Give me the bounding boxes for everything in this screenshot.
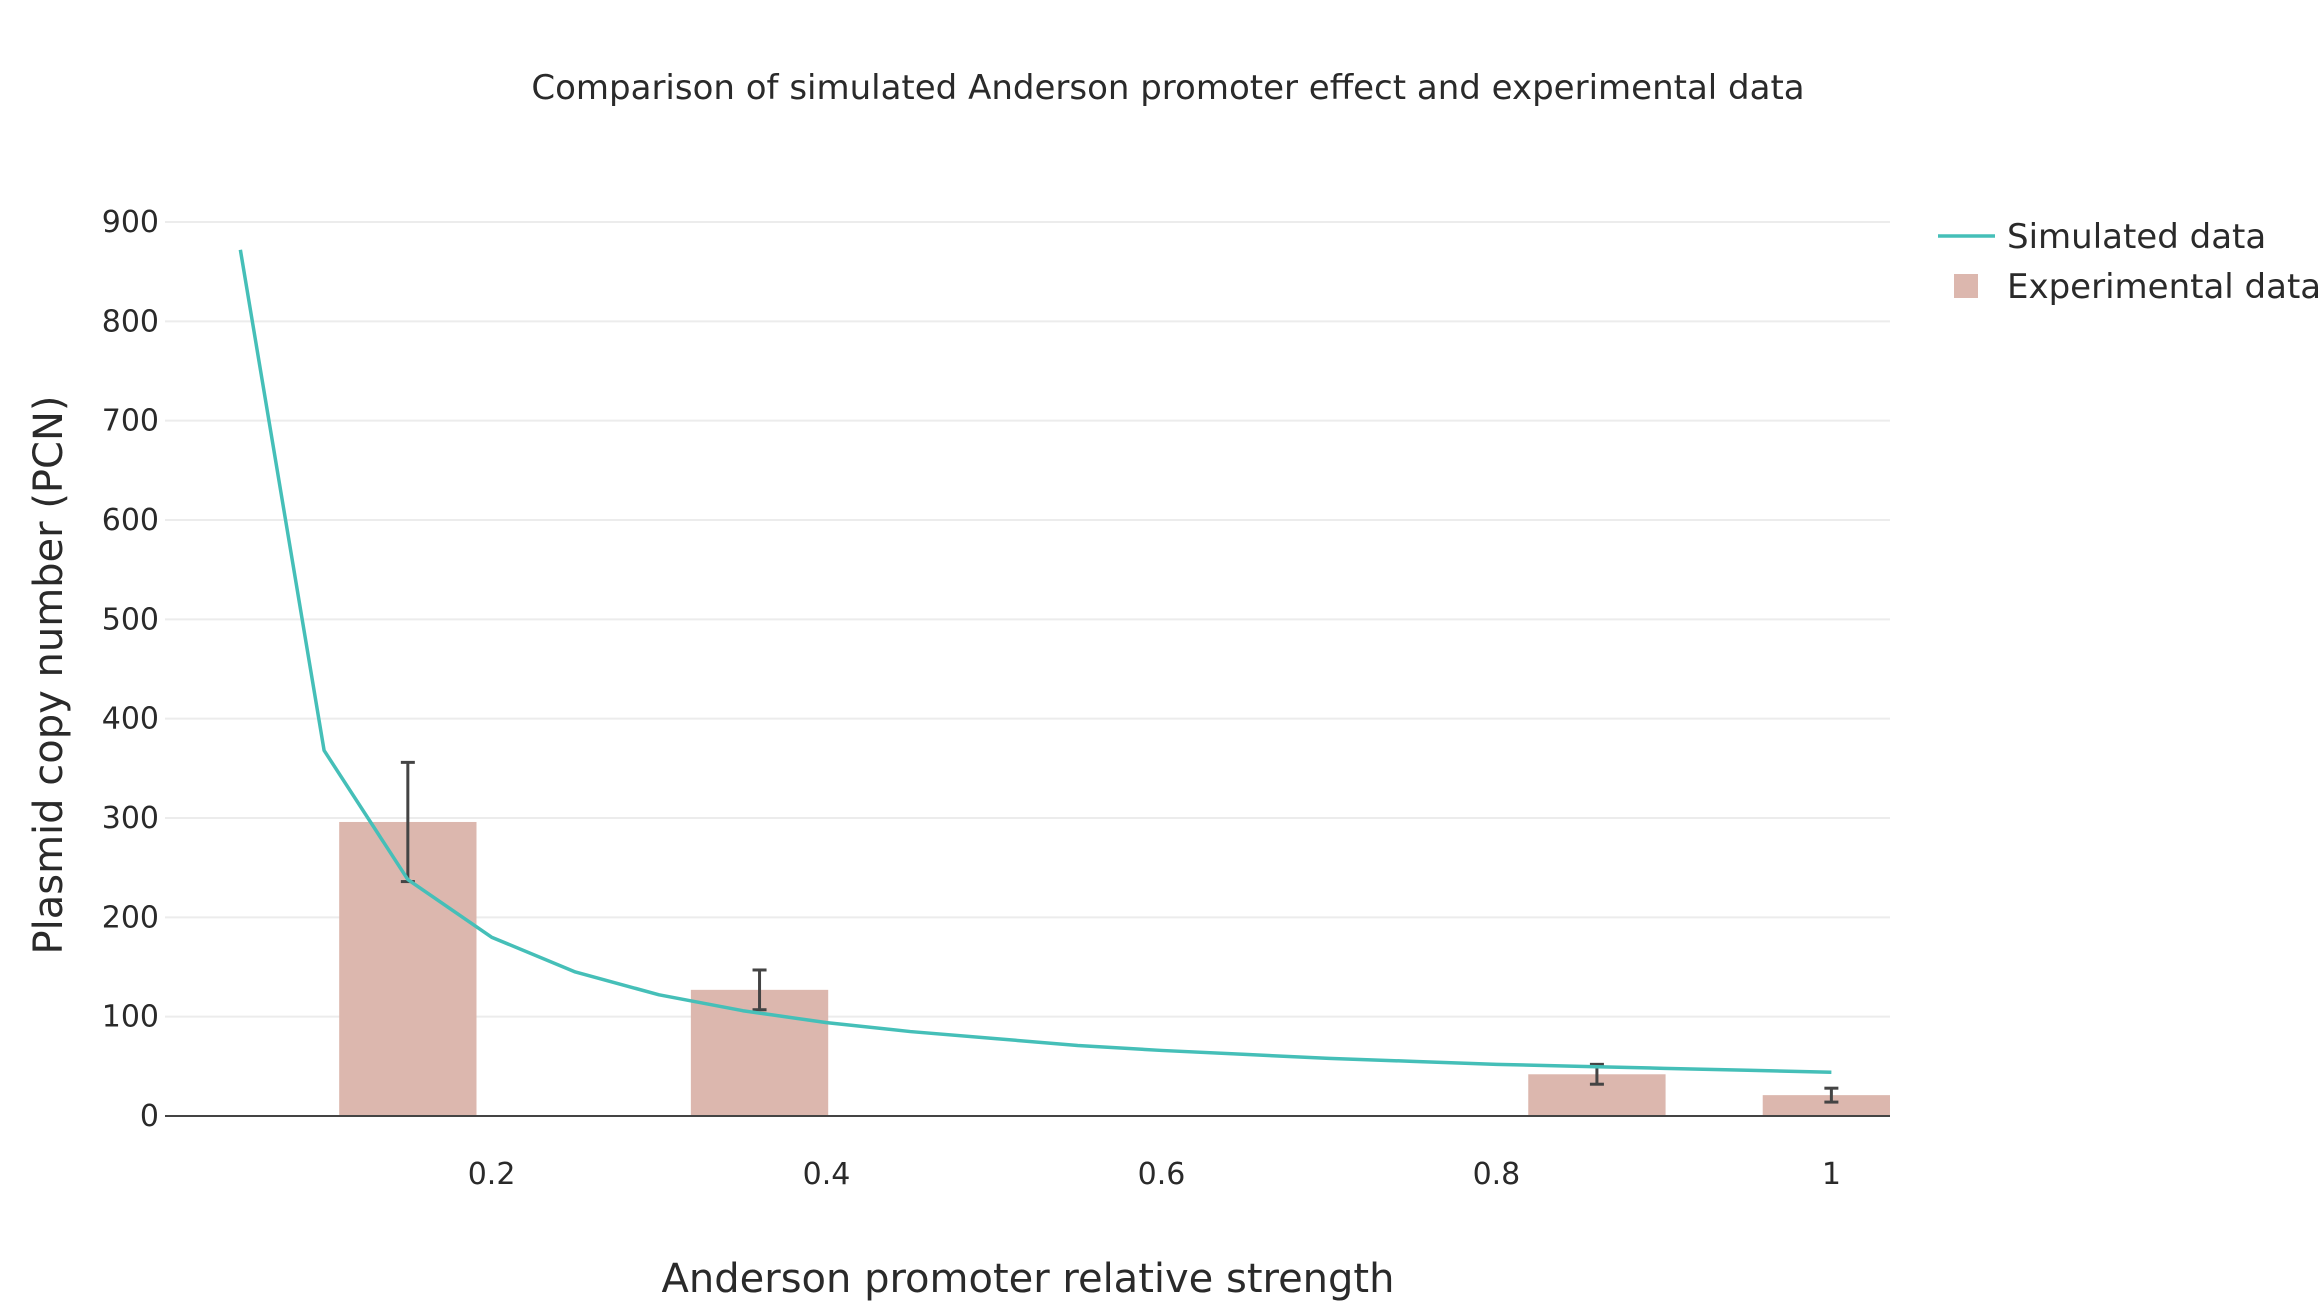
y-tick-label: 500	[102, 602, 159, 637]
chart-title: Comparison of simulated Anderson promote…	[531, 68, 1804, 108]
experimental-bar[interactable]	[1762, 1095, 1890, 1116]
legend-swatch-bar	[1954, 274, 1978, 298]
y-tick-label: 100	[102, 1000, 159, 1035]
simulated-line-layer	[238, 249, 1832, 1075]
x-tick-label: 0.4	[803, 1157, 851, 1192]
x-tick-label: 0.2	[468, 1157, 516, 1192]
error-bar	[752, 968, 767, 1012]
x-axis-title: Anderson promoter relative strength	[662, 1256, 1395, 1302]
y-tick-label: 300	[102, 801, 159, 836]
y-tick-label: 0	[140, 1099, 159, 1134]
x-tick-label: 0.8	[1473, 1157, 1521, 1192]
x-tick-label: 0.6	[1138, 1157, 1186, 1192]
x-tick-label: 1	[1822, 1157, 1841, 1192]
legend[interactable]: Simulated data Experimental data	[1938, 217, 2320, 307]
error-bar	[1824, 1086, 1839, 1104]
legend-label-simulated: Simulated data	[2007, 217, 2266, 257]
legend-label-experimental: Experimental data	[2007, 267, 2320, 307]
legend-item-simulated[interactable]: Simulated data	[1938, 217, 2266, 257]
y-tick-label: 600	[102, 503, 159, 538]
y-tick-label: 200	[102, 900, 159, 935]
y-tick-label: 400	[102, 702, 159, 737]
y-tick-label: 800	[102, 304, 159, 339]
axes: 0 100 200 300 400 500 600 700 800 900 0.2 0.4 0.6 0.8…	[102, 205, 1890, 1192]
simulated-data-line[interactable]	[238, 249, 1832, 1075]
legend-item-experimental[interactable]: Experimental data	[1954, 267, 2320, 307]
y-tick-label: 900	[102, 205, 159, 240]
y-tick-label: 700	[102, 404, 159, 439]
error-bars	[400, 760, 1839, 1104]
y-axis-title: Plasmid copy number (PCN)	[26, 395, 72, 954]
